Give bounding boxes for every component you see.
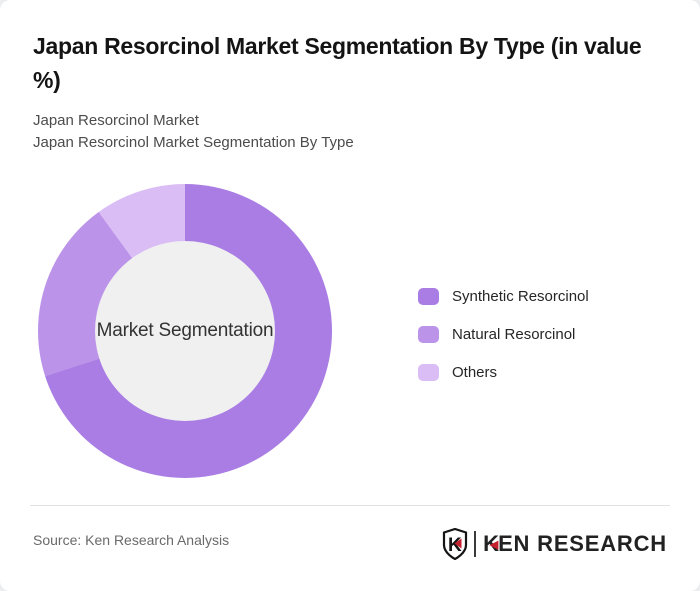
- logo-separator: [474, 531, 477, 557]
- page-title: Japan Resorcinol Market Segmentation By …: [33, 33, 642, 93]
- chart-subtitle: Japan Resorcinol Market Japan Resorcinol…: [33, 110, 354, 154]
- brand-triangle-icon: ◀: [489, 538, 500, 551]
- donut-center-label: Market Segmentation: [96, 320, 274, 341]
- legend-item-natural-resorcinol[interactable]: Natural Resorcinol: [418, 326, 589, 343]
- legend-label: Natural Resorcinol: [452, 326, 576, 343]
- legend-swatch-icon: [418, 326, 439, 343]
- shield-letter: K: [448, 535, 462, 556]
- legend-swatch-icon: [418, 364, 439, 381]
- brand-wordmark: K ◀ EN RESEARCH: [483, 531, 667, 557]
- legend-item-others[interactable]: Others: [418, 364, 589, 381]
- subtitle-line-2: Japan Resorcinol Market Segmentation By …: [33, 134, 354, 151]
- brand-rest: EN RESEARCH: [498, 531, 667, 556]
- shield-k-icon: K: [442, 528, 468, 560]
- chart-legend: Synthetic Resorcinol Natural Resorcinol …: [418, 288, 589, 402]
- legend-swatch-icon: [418, 288, 439, 305]
- legend-label: Synthetic Resorcinol: [452, 288, 589, 305]
- source-note: Source: Ken Research Analysis: [33, 532, 230, 548]
- donut-chart: Market Segmentation: [38, 184, 332, 478]
- subtitle-line-1: Japan Resorcinol Market: [33, 112, 199, 129]
- legend-item-synthetic-resorcinol[interactable]: Synthetic Resorcinol: [418, 288, 589, 305]
- donut-center: Market Segmentation: [95, 241, 275, 421]
- ken-research-logo: K K ◀ EN RESEARCH: [442, 527, 667, 561]
- legend-label: Others: [452, 364, 498, 381]
- footer-divider: [30, 505, 670, 506]
- brand-letter-k: K: [483, 531, 500, 556]
